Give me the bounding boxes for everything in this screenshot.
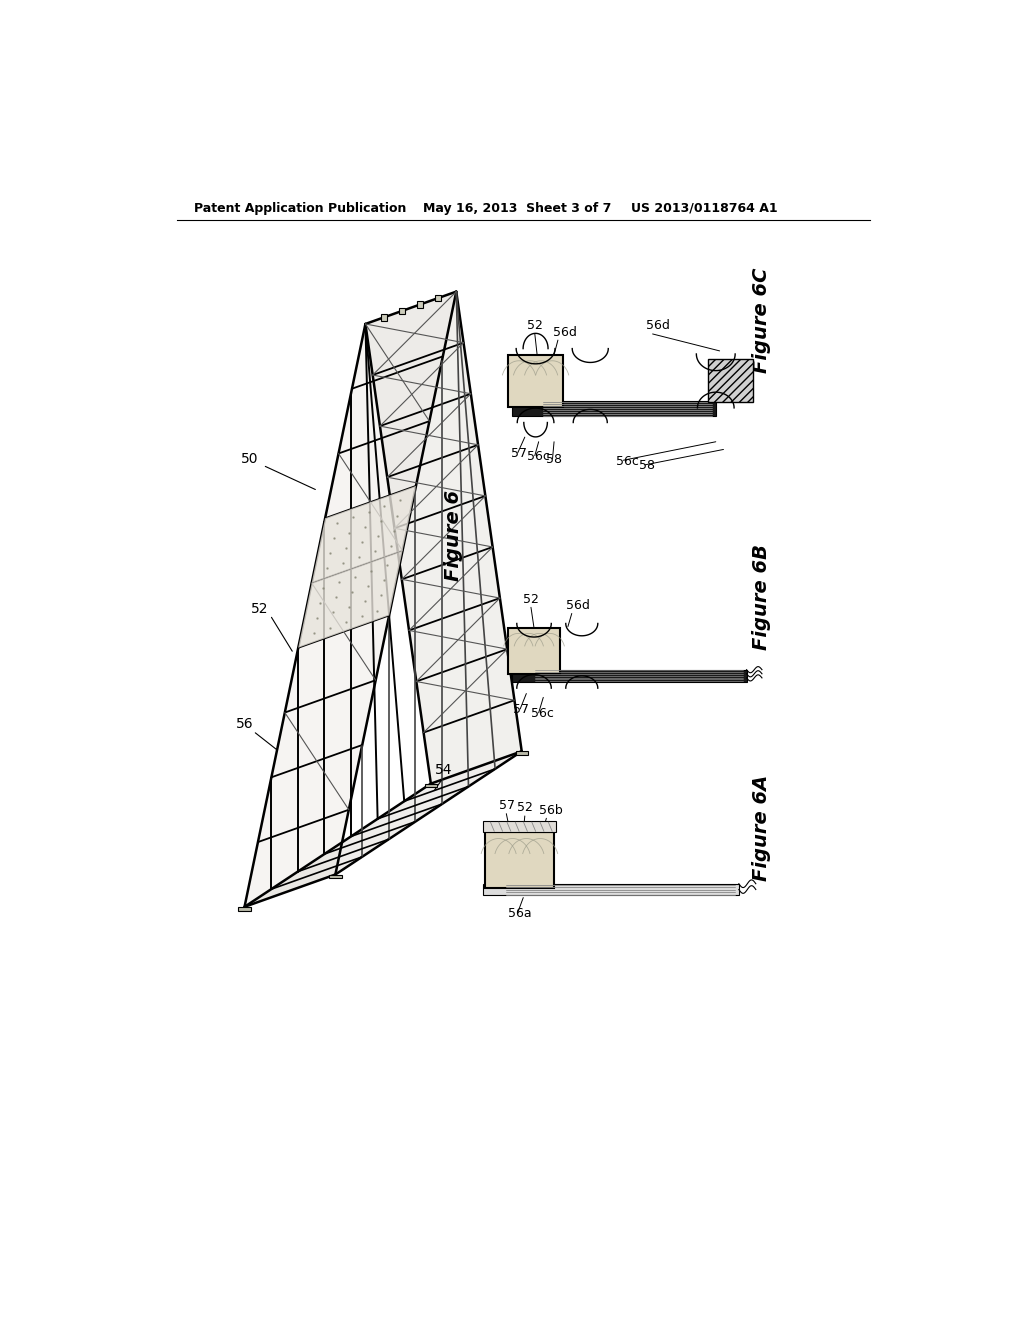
Text: 57: 57 bbox=[513, 702, 529, 715]
Polygon shape bbox=[483, 821, 556, 832]
Text: Patent Application Publication: Patent Application Publication bbox=[194, 202, 407, 215]
Text: 56d: 56d bbox=[565, 599, 590, 612]
Text: 56c: 56c bbox=[527, 450, 550, 463]
Bar bbox=[239, 907, 251, 911]
Text: Figure 6A: Figure 6A bbox=[753, 775, 771, 882]
Text: US 2013/0118764 A1: US 2013/0118764 A1 bbox=[631, 202, 777, 215]
Text: Figure 6B: Figure 6B bbox=[753, 544, 771, 651]
Polygon shape bbox=[512, 669, 746, 682]
Text: 58: 58 bbox=[547, 453, 562, 466]
Bar bbox=[417, 301, 423, 308]
Text: 56c: 56c bbox=[615, 455, 639, 467]
Polygon shape bbox=[245, 751, 521, 907]
Polygon shape bbox=[512, 401, 716, 416]
Text: 56d: 56d bbox=[646, 319, 671, 333]
Bar bbox=[508, 628, 560, 675]
Polygon shape bbox=[311, 486, 416, 583]
Text: 52: 52 bbox=[251, 602, 268, 615]
Bar bbox=[381, 314, 387, 321]
Text: 57: 57 bbox=[499, 799, 515, 812]
Text: Figure 6C: Figure 6C bbox=[753, 268, 771, 372]
Bar bbox=[330, 874, 342, 878]
Polygon shape bbox=[245, 292, 457, 907]
Text: 56c: 56c bbox=[531, 708, 554, 721]
Bar bbox=[515, 751, 528, 755]
Text: 56b: 56b bbox=[539, 804, 562, 817]
Text: 56d: 56d bbox=[553, 326, 577, 338]
Text: 50: 50 bbox=[242, 451, 259, 466]
Text: 58: 58 bbox=[639, 459, 654, 473]
Text: 52: 52 bbox=[517, 801, 532, 814]
Text: 56: 56 bbox=[236, 717, 253, 731]
Polygon shape bbox=[366, 292, 521, 784]
Text: May 16, 2013  Sheet 3 of 7: May 16, 2013 Sheet 3 of 7 bbox=[423, 202, 611, 215]
Polygon shape bbox=[298, 550, 402, 648]
Bar bbox=[435, 294, 441, 301]
Text: Figure 6: Figure 6 bbox=[444, 490, 464, 581]
Bar bbox=[398, 308, 404, 314]
Text: 54: 54 bbox=[435, 763, 453, 777]
Text: 56a: 56a bbox=[508, 907, 531, 920]
Bar bbox=[425, 784, 437, 788]
Bar bbox=[508, 355, 563, 407]
Text: 52: 52 bbox=[527, 319, 543, 333]
Bar bbox=[484, 832, 554, 887]
Text: 57: 57 bbox=[511, 447, 527, 461]
Text: 52: 52 bbox=[523, 594, 539, 606]
Polygon shape bbox=[708, 359, 753, 401]
Polygon shape bbox=[483, 884, 739, 895]
